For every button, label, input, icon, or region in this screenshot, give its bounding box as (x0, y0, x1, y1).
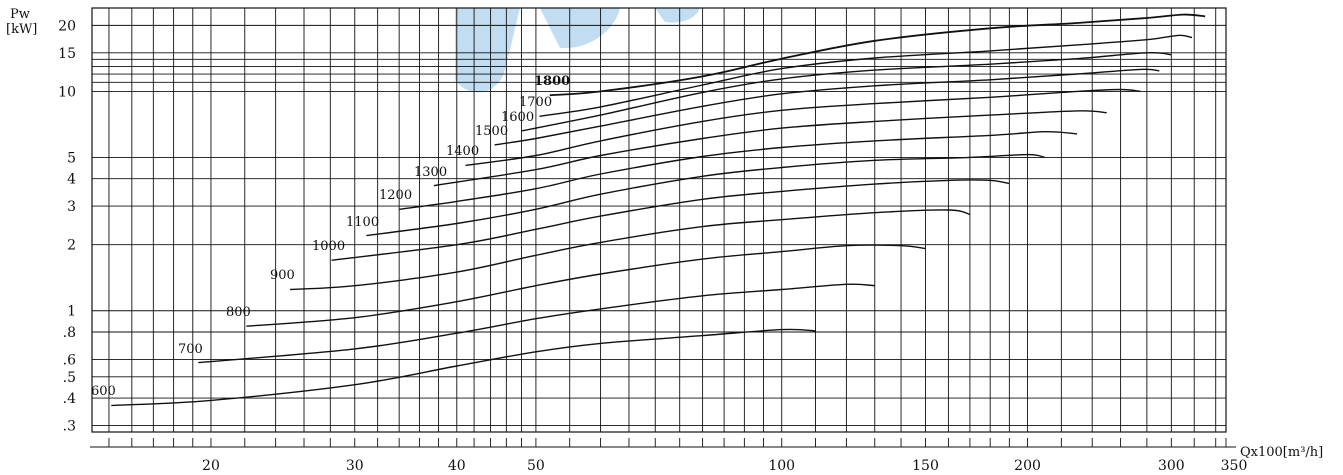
y-axis-title-line1: Pw (10, 7, 30, 22)
watermark-shape (540, 8, 620, 49)
series-line-1100 (366, 153, 1045, 237)
y-axis-title-line2: [kW] (6, 22, 38, 37)
y-tick-label: 3 (67, 199, 76, 215)
series-line-1300 (433, 110, 1107, 187)
series-line-900 (290, 209, 971, 291)
y-tick-label: 5 (67, 150, 76, 166)
y-tick-label: 15 (58, 46, 76, 62)
x-tick-label: 350 (1221, 458, 1248, 474)
y-tick-label: 20 (58, 18, 76, 34)
series-line-700 (198, 283, 875, 364)
x-axis-title: Qx100[m³/h] (1240, 445, 1324, 460)
watermark-shape (655, 8, 700, 23)
axes: .3 .4 .5 .6 .8 1 2 3 4 5 10 15 20 20 30 40 50 100 150 200 30… (58, 7, 1248, 474)
series-label-1700: 1700 (519, 95, 553, 110)
x-tick-label: 20 (202, 458, 220, 474)
series-line-1200 (399, 130, 1078, 210)
x-tick-label: 100 (768, 458, 795, 474)
series-label-900: 900 (270, 268, 295, 283)
series-line-1600 (521, 51, 1172, 132)
x-tick-label: 150 (912, 458, 939, 474)
series-label-1100: 1100 (346, 215, 380, 230)
y-tick-label: 4 (67, 172, 76, 188)
y-tick-label: 10 (58, 84, 76, 100)
y-tick-label: 1 (67, 304, 76, 320)
watermark (455, 8, 700, 93)
y-tick-label: .4 (63, 391, 76, 407)
series-line-1000 (331, 179, 1010, 261)
series-line-1700 (539, 34, 1193, 117)
series-label-1800: 1800 (534, 74, 571, 89)
y-tick-label: .6 (63, 352, 76, 368)
series-label-700: 700 (178, 342, 203, 357)
plot-frame (91, 7, 1227, 433)
x-tick-label: 40 (448, 458, 466, 474)
series-label-800: 800 (226, 305, 251, 320)
y-tick-label: .3 (63, 418, 76, 434)
series-label-1000: 1000 (312, 239, 346, 254)
series-label-1300: 1300 (414, 165, 448, 180)
x-tick-label: 300 (1158, 458, 1185, 474)
series-label-1200: 1200 (379, 188, 413, 203)
x-tick-label: 30 (346, 458, 364, 474)
series-lines (111, 13, 1206, 407)
series-line-1500 (494, 68, 1160, 146)
y-tick-label: 2 (67, 238, 76, 254)
watermark-shape (455, 8, 520, 93)
series-line-1400 (465, 88, 1141, 167)
series-label-1400: 1400 (446, 144, 480, 159)
series-line-600 (111, 328, 816, 407)
x-tick-label: 200 (1014, 458, 1041, 474)
series-line-800 (246, 244, 926, 327)
y-tick-label: .8 (63, 325, 76, 341)
y-tick-label: .5 (63, 370, 76, 386)
series-line-1800 (549, 13, 1206, 97)
x-tick-label: 50 (527, 458, 545, 474)
series-label-1500: 1500 (475, 124, 509, 139)
series-label-1600: 1600 (501, 110, 535, 125)
grid (92, 8, 1226, 432)
series-label-600: 600 (91, 384, 116, 399)
